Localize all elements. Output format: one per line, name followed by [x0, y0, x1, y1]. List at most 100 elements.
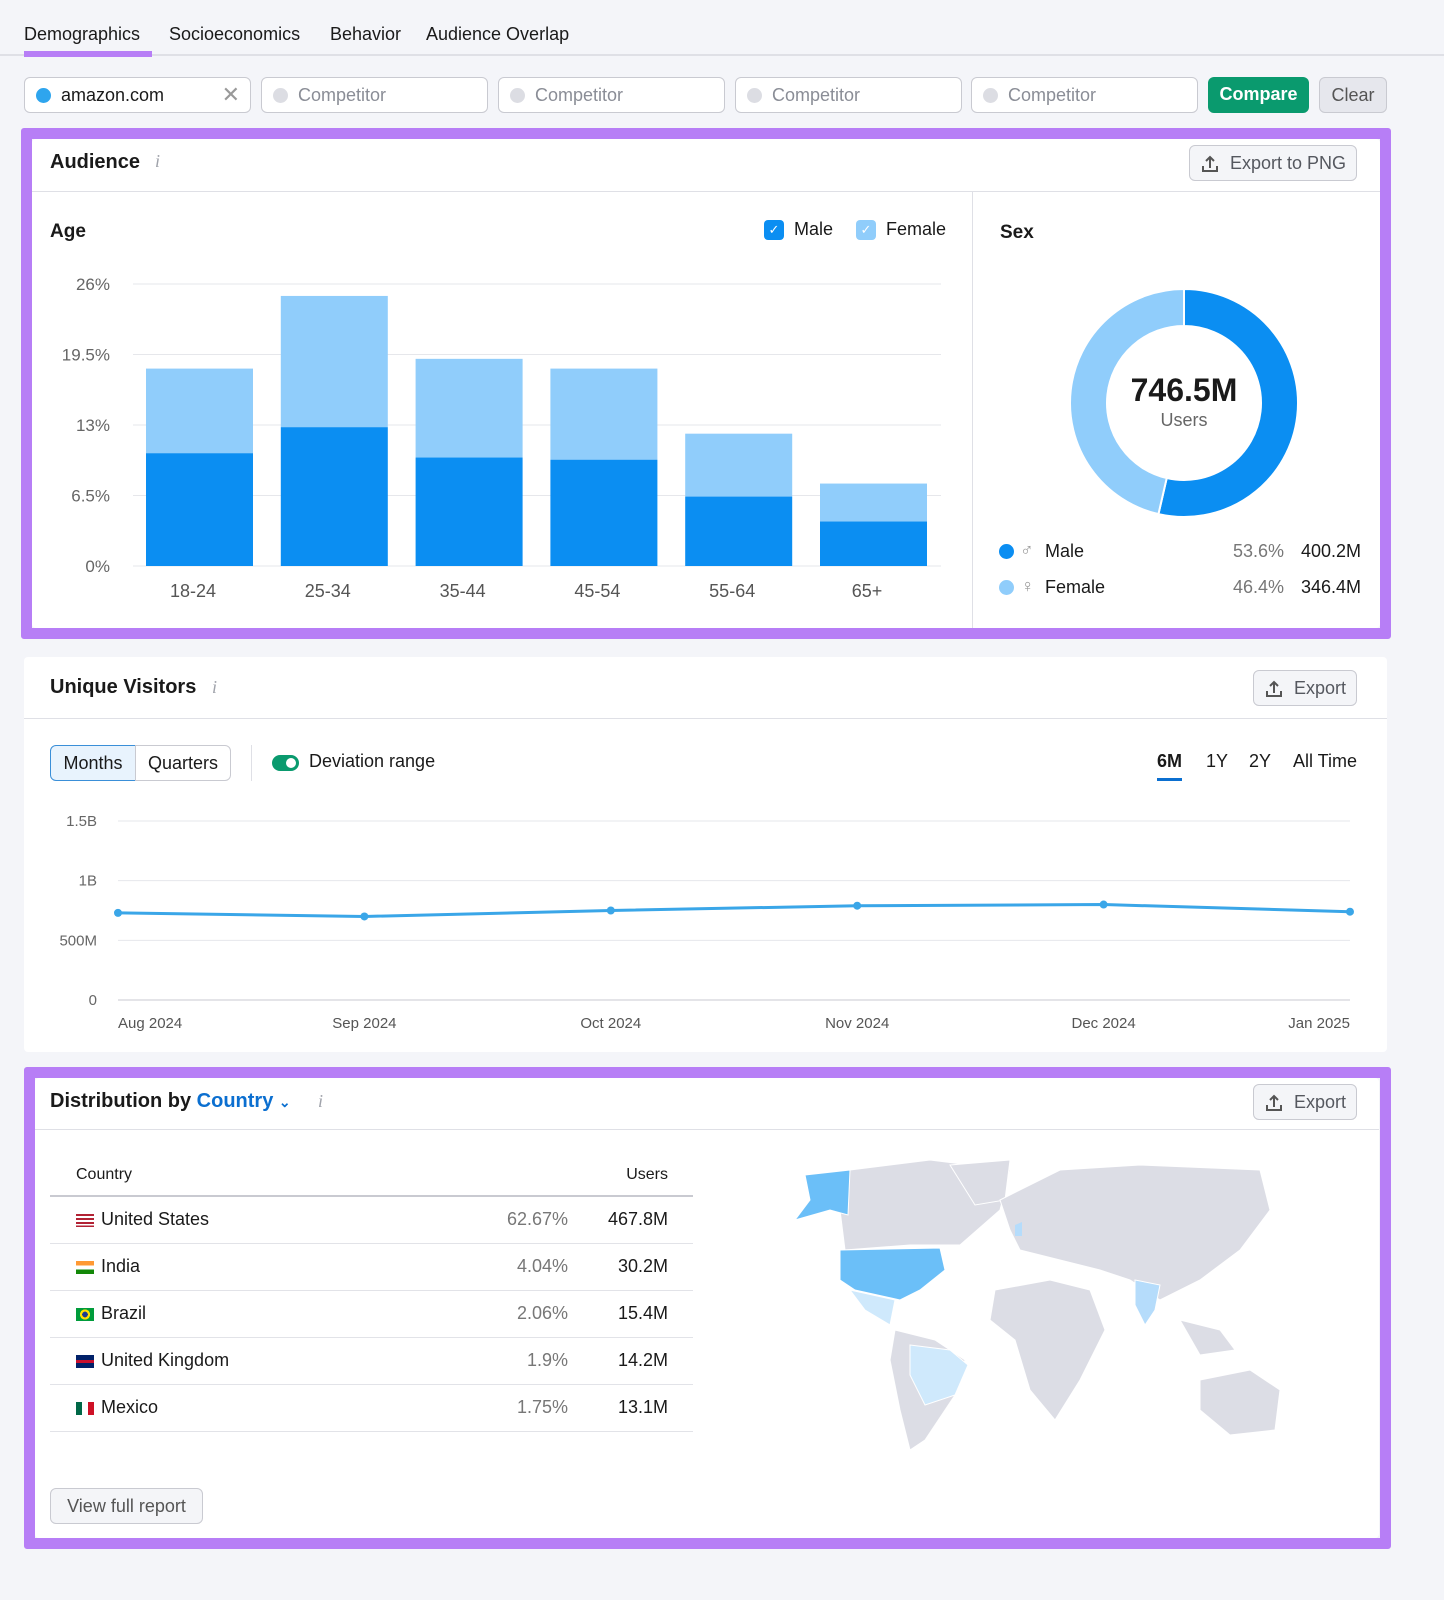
distribution-highlight	[24, 1067, 1391, 1549]
dimension-dropdown[interactable]: Country ⌄	[196, 1090, 291, 1112]
unique-visitors-title: Unique Visitors	[50, 676, 197, 698]
table-row[interactable]: Brazil 2.06% 15.4M	[50, 1291, 693, 1338]
male-dot	[999, 544, 1014, 559]
chevron-down-icon: ⌄	[278, 1094, 291, 1110]
x-tick-label: Dec 2024	[1071, 1015, 1135, 1032]
sex-legend-male: ♂ Male 53.6% 400.2M	[999, 540, 1361, 564]
bar-female	[685, 433, 793, 497]
deviation-range-toggle[interactable]	[272, 755, 299, 771]
table-row[interactable]: India 4.04% 30.2M	[50, 1244, 693, 1291]
female-icon: ♀	[1021, 576, 1035, 596]
checkbox-male[interactable]: ✓	[764, 219, 784, 240]
audience-title: Audience	[50, 151, 141, 173]
view-full-report-button[interactable]: View full report	[50, 1488, 203, 1524]
clear-button[interactable]: Clear	[1319, 77, 1387, 113]
table-row[interactable]: United Kingdom 1.9% 14.2M	[50, 1338, 693, 1385]
checkbox-female[interactable]: ✓	[856, 219, 876, 240]
map-brazil	[909, 1344, 969, 1406]
flag-icon	[76, 1261, 94, 1274]
x-tick-label: 25-34	[305, 581, 351, 601]
audience-highlight	[21, 128, 1391, 639]
range-1y[interactable]: 1Y	[1206, 751, 1229, 771]
y-tick-label: 1B	[79, 873, 97, 890]
y-tick-label: 1.5B	[66, 813, 97, 830]
flag-icon	[76, 1355, 94, 1368]
data-point	[1099, 900, 1108, 909]
domain-value: amazon.com	[61, 85, 165, 105]
range-all-time[interactable]: All Time	[1293, 751, 1358, 771]
competitor-dot	[510, 88, 525, 103]
divider	[251, 745, 252, 781]
clear-domain-icon[interactable]: ✕	[221, 82, 240, 107]
range-2y[interactable]: 2Y	[1249, 751, 1272, 771]
export-png-button[interactable]: Export to PNG	[1189, 145, 1358, 181]
compare-button[interactable]: Compare	[1208, 77, 1309, 113]
tab-demographics[interactable]: Demographics	[24, 24, 141, 44]
country-users: 15.4M	[617, 1303, 668, 1323]
column-users[interactable]: Users	[626, 1166, 668, 1183]
country-pct: 1.75%	[516, 1397, 568, 1417]
tab-audience-overlap[interactable]: Audience Overlap	[426, 24, 570, 44]
y-tick-label: 0%	[85, 557, 110, 576]
tab-socioeconomics[interactable]: Socioeconomics	[169, 24, 301, 44]
competitor-input-1[interactable]: Competitor	[261, 77, 488, 113]
bar-female	[550, 368, 658, 460]
info-icon[interactable]: i	[318, 1091, 324, 1111]
map-uk	[1015, 1222, 1022, 1236]
competitor-dot	[273, 88, 288, 103]
map-southeast-asia	[1178, 1319, 1236, 1356]
y-tick-label: 500M	[59, 932, 97, 949]
table-row[interactable]: United States 62.67% 467.8M	[50, 1197, 693, 1244]
world-map	[793, 1159, 1281, 1451]
divider	[35, 1129, 1379, 1130]
country-users: 14.2M	[617, 1350, 668, 1370]
export-button[interactable]: Export	[1253, 670, 1358, 706]
domain-color-dot	[36, 88, 51, 103]
x-tick-label: 45-54	[574, 581, 620, 601]
country-users: 30.2M	[617, 1256, 668, 1276]
competitor-input-2[interactable]: Competitor	[498, 77, 725, 113]
bar-female	[820, 483, 927, 522]
legend-male[interactable]: ✓ Male	[764, 219, 833, 240]
tabs-divider	[0, 54, 1444, 56]
age-chart: 0% 6.5% 13% 19.5% 26% 18-24 25-34 35-44 45-54 55-…	[62, 275, 941, 601]
age-title: Age	[50, 221, 86, 242]
country-users: 13.1M	[617, 1397, 668, 1417]
info-icon[interactable]: i	[212, 677, 218, 697]
range-6m[interactable]: 6M	[1157, 751, 1183, 781]
divider	[32, 191, 1380, 192]
competitor-input-3[interactable]: Competitor	[735, 77, 962, 113]
months-toggle[interactable]: Months	[50, 745, 136, 781]
export-icon	[1266, 1094, 1282, 1111]
x-tick-label: Aug 2024	[118, 1015, 182, 1032]
country-pct: 62.67%	[506, 1209, 568, 1229]
y-tick-label: 26%	[76, 275, 110, 294]
map-india	[1134, 1279, 1161, 1326]
country-name: United States	[101, 1209, 210, 1229]
sex-title: Sex	[1000, 222, 1034, 243]
flag-icon	[76, 1308, 94, 1321]
bar-male	[146, 453, 253, 566]
bar-female	[415, 358, 523, 458]
domain-input-primary[interactable]: amazon.com ✕	[24, 77, 251, 113]
y-tick-label: 6.5%	[71, 487, 110, 506]
info-icon[interactable]: i	[155, 151, 161, 171]
quarters-toggle[interactable]: Quarters	[135, 745, 231, 781]
column-country: Country	[76, 1166, 133, 1183]
map-australia	[1199, 1369, 1281, 1436]
map-united-states	[839, 1247, 946, 1301]
competitor-input-4[interactable]: Competitor	[971, 77, 1198, 113]
bar-female	[146, 368, 253, 454]
legend-female[interactable]: ✓ Female	[856, 219, 946, 240]
sex-legend-female: ♀ Female 46.4% 346.4M	[999, 576, 1361, 600]
export-button[interactable]: Export	[1253, 1084, 1358, 1120]
country-name: Mexico	[101, 1397, 159, 1417]
y-tick-label: 0	[89, 992, 97, 1009]
unique-visitors-chart: 0 500M 1B 1.5B Aug 2024 Sep 2024 Oct 2024 Nov 2…	[59, 813, 1354, 1032]
y-tick-label: 19.5%	[62, 346, 110, 365]
country-users: 467.8M	[607, 1209, 668, 1229]
female-dot	[999, 580, 1014, 595]
country-pct: 1.9%	[526, 1350, 568, 1370]
tab-behavior[interactable]: Behavior	[330, 24, 402, 44]
table-row[interactable]: Mexico 1.75% 13.1M	[50, 1385, 693, 1432]
